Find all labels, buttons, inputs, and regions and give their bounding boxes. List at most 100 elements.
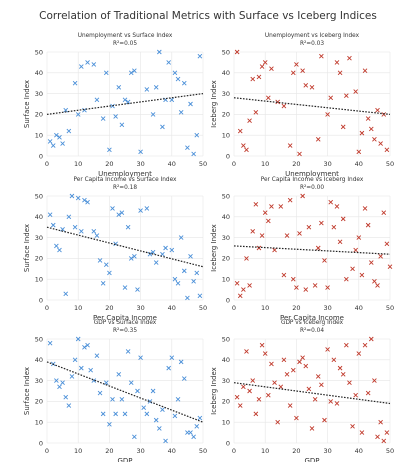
y-tick-label: 40 [222, 356, 230, 364]
data-point [47, 139, 53, 144]
data-point [247, 283, 252, 288]
data-point [372, 278, 377, 284]
data-point [356, 351, 362, 356]
data-point [110, 206, 115, 211]
data-point [237, 128, 243, 134]
data-point [331, 224, 337, 230]
data-point [54, 378, 59, 383]
y-tick-label: 20 [222, 111, 230, 119]
y-tick-label: 20 [222, 255, 230, 263]
y-tick-label: 10 [35, 132, 43, 140]
data-point [269, 204, 274, 209]
y-tick-label: 50 [35, 335, 43, 343]
data-point [340, 216, 346, 222]
data-point [66, 403, 72, 408]
data-point [278, 204, 284, 209]
y-tick-label: 30 [222, 234, 230, 242]
subplot-title: GDP vs Iceberg Index [281, 320, 344, 326]
data-point [290, 276, 296, 282]
subplot-r-squared: R²=0.03 [300, 40, 324, 47]
data-point [135, 388, 140, 394]
data-point [372, 378, 377, 383]
x-tick-label: 10 [74, 160, 82, 168]
data-point [69, 193, 75, 199]
data-point [256, 74, 262, 80]
data-point [253, 110, 259, 115]
data-point [85, 199, 90, 205]
data-point [337, 365, 343, 371]
x-tick-label: 30 [136, 447, 144, 455]
data-point [122, 411, 128, 417]
data-point [125, 224, 131, 230]
y-axis-label: Iceberg Index [210, 224, 218, 272]
data-point [275, 99, 280, 105]
data-point [50, 222, 56, 228]
data-point [269, 361, 274, 367]
x-tick-label: 50 [386, 160, 394, 168]
y-axis-label: Surface Index [23, 80, 31, 128]
data-point [381, 438, 387, 444]
data-point [378, 254, 383, 259]
data-point [384, 147, 390, 153]
data-point [294, 415, 299, 421]
data-point [50, 143, 56, 148]
data-point [328, 399, 334, 404]
data-point [60, 380, 65, 385]
data-point [287, 143, 293, 148]
data-point [359, 430, 365, 435]
data-point [381, 112, 387, 117]
x-axis-label: Unemployment [285, 170, 339, 178]
data-point [325, 347, 330, 352]
y-tick-label: 0 [226, 152, 230, 160]
data-point [234, 281, 240, 286]
data-point [191, 278, 196, 284]
x-tick-label: 10 [261, 160, 269, 168]
data-point [359, 272, 365, 278]
x-tick-label: 20 [292, 304, 300, 312]
data-point [166, 365, 171, 371]
x-tick-label: 30 [323, 160, 331, 168]
x-tick-label: 0 [45, 447, 49, 455]
data-point [375, 107, 380, 113]
x-axis-label: GDP [304, 457, 319, 462]
data-point [163, 438, 168, 444]
data-point [306, 386, 312, 392]
data-point [181, 268, 187, 274]
data-point [57, 134, 62, 140]
data-point [344, 342, 349, 348]
data-point [353, 89, 358, 94]
x-tick-label: 10 [74, 304, 82, 312]
data-point [315, 137, 321, 142]
x-tick-label: 30 [323, 447, 331, 455]
subplot-1: 0 10 20 30 40 50 0 10 20 30 40 50 Unemployment vs Su… [23, 33, 207, 178]
data-point [322, 417, 327, 423]
data-point [353, 392, 358, 398]
data-point [197, 53, 203, 59]
data-point [113, 114, 118, 119]
x-tick-label: 0 [232, 447, 236, 455]
data-point [85, 60, 90, 65]
data-point [359, 130, 365, 136]
data-point [315, 374, 321, 379]
data-point [116, 212, 122, 218]
subplot-title: GDP vs Surface Index [94, 320, 157, 326]
y-tick-label: 50 [222, 48, 230, 56]
data-point [153, 260, 159, 265]
data-point [185, 145, 190, 150]
data-point [119, 122, 125, 128]
data-point [178, 110, 184, 115]
data-point [157, 49, 162, 55]
x-tick-label: 50 [386, 304, 394, 312]
data-point [69, 374, 75, 379]
data-point [356, 149, 362, 155]
subplot-2: 0 10 20 30 40 50 0 10 20 30 40 50 Unemployment vs Ic… [210, 33, 394, 178]
trend-line [233, 382, 391, 405]
data-point [344, 93, 349, 98]
data-point [234, 394, 240, 400]
data-point [72, 224, 78, 230]
x-tick-label: 40 [168, 304, 176, 312]
data-point [347, 380, 352, 385]
data-point [275, 419, 280, 425]
x-tick-label: 0 [232, 160, 236, 168]
x-tick-label: 40 [168, 447, 176, 455]
